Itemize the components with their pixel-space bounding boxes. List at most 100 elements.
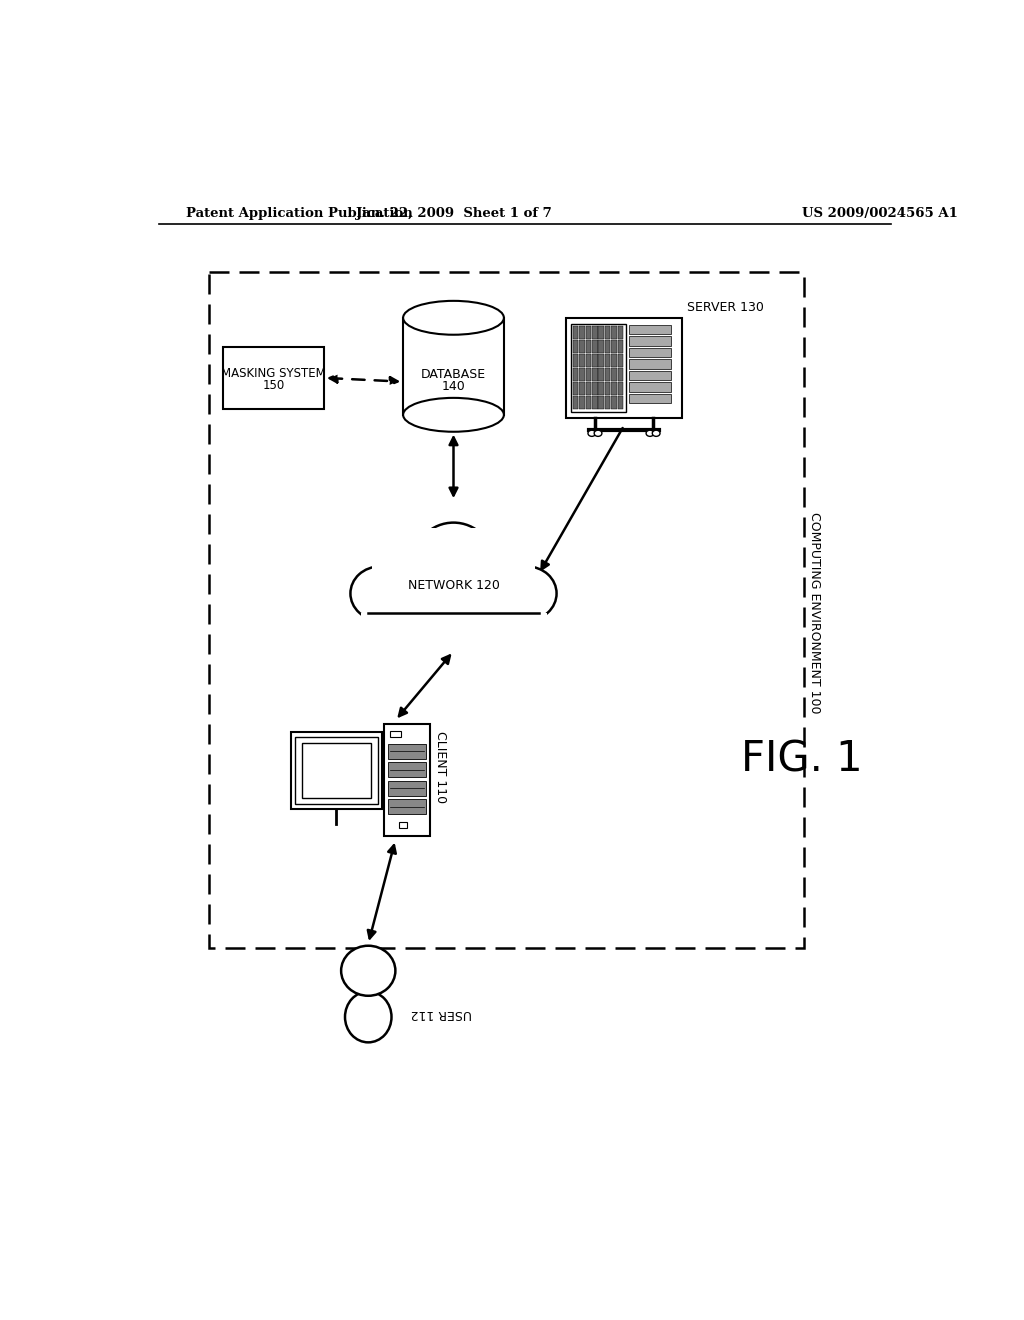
Text: FIG. 1: FIG. 1	[741, 738, 863, 780]
Bar	[388, 762, 426, 777]
Bar	[580, 396, 585, 409]
Bar	[630, 337, 672, 346]
Bar	[605, 368, 610, 381]
Bar	[630, 383, 672, 392]
Bar	[630, 325, 672, 334]
Ellipse shape	[350, 566, 410, 620]
Bar	[605, 341, 610, 354]
Bar	[586, 326, 591, 339]
Bar	[586, 396, 591, 409]
Bar	[360, 612, 547, 659]
FancyArrowPatch shape	[330, 375, 397, 385]
FancyArrowPatch shape	[399, 656, 450, 717]
Bar	[605, 381, 610, 395]
Bar	[572, 368, 579, 381]
Ellipse shape	[414, 523, 494, 603]
Bar	[617, 354, 624, 367]
Bar	[611, 396, 616, 409]
Bar	[586, 368, 591, 381]
Text: US 2009/0024565 A1: US 2009/0024565 A1	[802, 207, 958, 220]
Bar	[630, 359, 672, 368]
Bar	[384, 725, 430, 836]
Bar	[592, 396, 598, 409]
Text: USER 112: USER 112	[411, 1007, 472, 1019]
Bar	[570, 323, 627, 412]
Text: 140: 140	[441, 380, 465, 393]
Bar	[586, 354, 591, 367]
Text: Patent Application Publication: Patent Application Publication	[186, 207, 413, 220]
Ellipse shape	[444, 541, 509, 599]
Bar	[586, 341, 591, 354]
Bar	[388, 780, 426, 796]
Ellipse shape	[403, 301, 504, 335]
Bar	[605, 396, 610, 409]
Bar	[598, 341, 604, 354]
Ellipse shape	[461, 548, 531, 609]
Ellipse shape	[345, 991, 391, 1043]
Text: COMPUTING ENVIRONMENT 100: COMPUTING ENVIRONMENT 100	[809, 512, 821, 713]
Bar	[566, 318, 682, 418]
Bar	[617, 368, 624, 381]
Ellipse shape	[588, 430, 596, 437]
Bar	[617, 326, 624, 339]
Bar	[617, 396, 624, 409]
Bar	[617, 341, 624, 354]
Bar	[291, 733, 382, 809]
Bar	[598, 354, 604, 367]
Bar	[592, 326, 598, 339]
Bar	[302, 743, 372, 799]
Bar	[598, 368, 604, 381]
FancyArrowPatch shape	[450, 437, 458, 495]
Bar	[586, 381, 591, 395]
Bar	[605, 354, 610, 367]
Bar	[388, 743, 426, 759]
Bar	[592, 381, 598, 395]
Bar	[617, 381, 624, 395]
Bar	[572, 354, 579, 367]
Bar	[295, 737, 378, 804]
Bar	[572, 381, 579, 395]
Ellipse shape	[652, 430, 660, 437]
Ellipse shape	[376, 548, 445, 609]
Ellipse shape	[341, 945, 395, 995]
Ellipse shape	[498, 566, 557, 620]
Bar	[611, 368, 616, 381]
Bar	[223, 347, 324, 409]
Bar	[592, 368, 598, 381]
Bar	[611, 354, 616, 367]
Bar	[388, 799, 426, 814]
Bar	[580, 368, 585, 381]
Bar	[605, 326, 610, 339]
Bar	[598, 326, 604, 339]
Bar	[580, 354, 585, 367]
Bar	[390, 730, 400, 737]
Bar	[598, 381, 604, 395]
Ellipse shape	[594, 430, 602, 437]
Ellipse shape	[646, 430, 654, 437]
Bar	[403, 318, 504, 414]
Bar	[592, 341, 598, 354]
Bar	[580, 341, 585, 354]
Bar	[580, 326, 585, 339]
Text: NETWORK 120: NETWORK 120	[408, 579, 500, 593]
Bar	[372, 528, 535, 616]
Bar	[592, 354, 598, 367]
Bar	[572, 326, 579, 339]
Text: 150: 150	[262, 379, 285, 392]
Text: DATABASE: DATABASE	[421, 367, 486, 380]
Bar	[630, 371, 672, 380]
FancyArrowPatch shape	[542, 428, 623, 569]
Bar	[611, 381, 616, 395]
Bar	[598, 396, 604, 409]
Text: MASKING SYSTEM: MASKING SYSTEM	[221, 367, 326, 380]
Ellipse shape	[403, 397, 504, 432]
FancyArrowPatch shape	[368, 845, 395, 939]
Bar	[572, 341, 579, 354]
Bar	[209, 272, 804, 948]
Bar	[572, 396, 579, 409]
Bar	[399, 822, 407, 829]
Bar	[580, 381, 585, 395]
Bar	[611, 326, 616, 339]
Bar	[630, 348, 672, 358]
Bar	[630, 395, 672, 404]
